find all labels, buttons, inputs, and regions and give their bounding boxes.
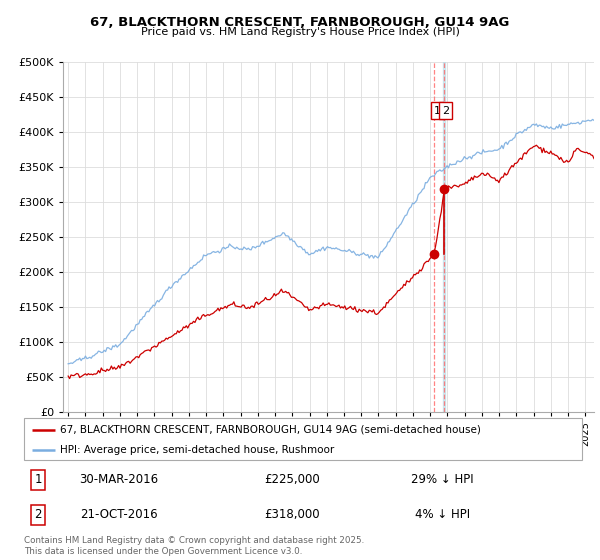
Text: 67, BLACKTHORN CRESCENT, FARNBOROUGH, GU14 9AG: 67, BLACKTHORN CRESCENT, FARNBOROUGH, GU… <box>91 16 509 29</box>
Text: £225,000: £225,000 <box>264 473 320 486</box>
Text: 67, BLACKTHORN CRESCENT, FARNBOROUGH, GU14 9AG (semi-detached house): 67, BLACKTHORN CRESCENT, FARNBOROUGH, GU… <box>60 424 481 435</box>
Text: HPI: Average price, semi-detached house, Rushmoor: HPI: Average price, semi-detached house,… <box>60 445 335 455</box>
Text: 21-OCT-2016: 21-OCT-2016 <box>80 508 158 521</box>
Text: 1: 1 <box>34 473 42 486</box>
Text: 4% ↓ HPI: 4% ↓ HPI <box>415 508 470 521</box>
Bar <box>443 62 445 412</box>
Text: 29% ↓ HPI: 29% ↓ HPI <box>411 473 474 486</box>
FancyBboxPatch shape <box>24 418 582 460</box>
Text: 1: 1 <box>434 106 441 115</box>
Text: 2: 2 <box>442 106 449 115</box>
Text: 2: 2 <box>34 508 42 521</box>
Text: 30-MAR-2016: 30-MAR-2016 <box>79 473 158 486</box>
Text: Contains HM Land Registry data © Crown copyright and database right 2025.
This d: Contains HM Land Registry data © Crown c… <box>24 536 364 556</box>
Text: Price paid vs. HM Land Registry's House Price Index (HPI): Price paid vs. HM Land Registry's House … <box>140 27 460 37</box>
Text: £318,000: £318,000 <box>264 508 320 521</box>
